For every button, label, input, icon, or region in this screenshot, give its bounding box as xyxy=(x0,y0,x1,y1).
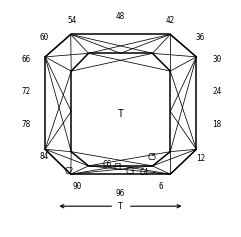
Text: 96: 96 xyxy=(116,189,125,198)
Text: C4: C4 xyxy=(140,168,149,177)
Text: 84: 84 xyxy=(40,152,49,161)
Text: 48: 48 xyxy=(116,12,125,21)
Text: C1: C1 xyxy=(114,163,123,172)
Text: C6: C6 xyxy=(103,160,112,169)
Text: T: T xyxy=(118,202,123,211)
Text: C2: C2 xyxy=(65,167,74,176)
Text: C5: C5 xyxy=(148,153,157,162)
Text: 66: 66 xyxy=(21,55,30,64)
Text: 72: 72 xyxy=(21,87,30,96)
Text: 36: 36 xyxy=(196,33,205,42)
Text: C3: C3 xyxy=(125,167,135,176)
Text: 18: 18 xyxy=(213,120,222,129)
Text: 12: 12 xyxy=(196,154,205,163)
Text: 6: 6 xyxy=(159,182,164,191)
Text: 60: 60 xyxy=(40,33,49,42)
Text: T: T xyxy=(118,109,123,119)
Text: 90: 90 xyxy=(73,182,82,191)
Text: 54: 54 xyxy=(67,16,77,25)
Text: 78: 78 xyxy=(21,120,30,129)
Text: 42: 42 xyxy=(166,16,175,25)
Text: 30: 30 xyxy=(213,55,222,64)
Text: 24: 24 xyxy=(213,87,222,96)
